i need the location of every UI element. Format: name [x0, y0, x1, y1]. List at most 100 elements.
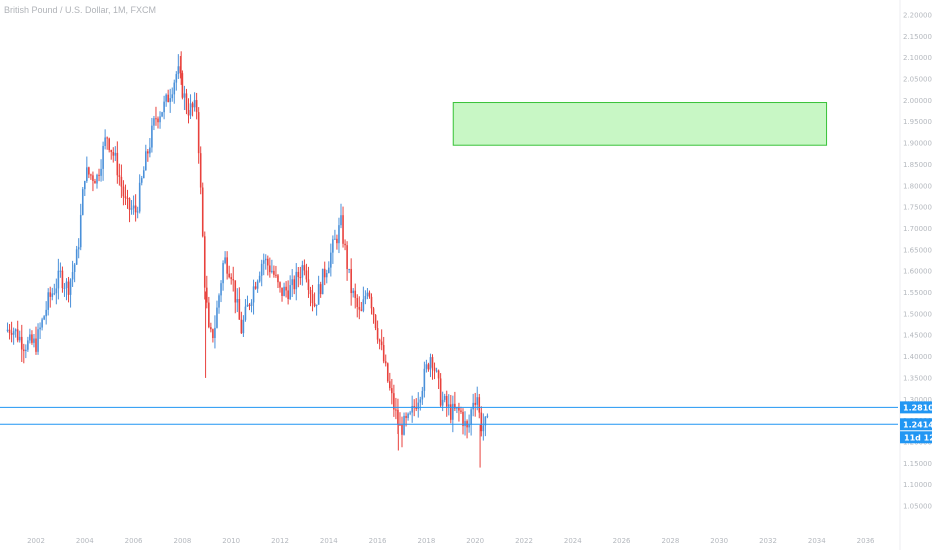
- candle: [472, 393, 474, 417]
- candle: [275, 265, 277, 278]
- candlestick-series: [6, 51, 489, 468]
- candle: [360, 301, 363, 312]
- candle: [155, 106, 157, 126]
- candle: [283, 282, 285, 297]
- price-tick-label: 2.05000: [903, 76, 932, 84]
- symbol-title: British Pound / U.S. Dollar, 1M, FXCM: [4, 5, 157, 15]
- candle: [86, 156, 88, 183]
- candle: [175, 71, 178, 91]
- candle: [401, 416, 403, 448]
- candle: [311, 284, 314, 312]
- candle: [45, 301, 47, 325]
- candle: [391, 378, 393, 405]
- candle: [334, 229, 336, 240]
- candle: [417, 392, 420, 418]
- candle: [201, 182, 204, 238]
- price-tick-label: 1.05000: [903, 503, 932, 511]
- candle: [210, 322, 212, 333]
- candle: [374, 314, 377, 331]
- candle: [386, 362, 389, 383]
- candle: [372, 306, 375, 324]
- candle: [431, 354, 434, 380]
- candle: [264, 254, 267, 270]
- candle: [364, 290, 367, 305]
- candle: [242, 315, 245, 338]
- price-tick-label: 1.60000: [903, 268, 932, 276]
- time-tick-label: 2018: [417, 537, 435, 545]
- candle: [53, 283, 56, 296]
- candle: [171, 87, 174, 102]
- candle: [151, 117, 153, 153]
- candle: [124, 184, 127, 206]
- candle: [325, 269, 328, 284]
- candle: [354, 283, 357, 309]
- candle: [12, 327, 15, 345]
- candle: [92, 171, 94, 192]
- candle: [183, 85, 186, 111]
- candle: [106, 136, 108, 150]
- candle: [395, 397, 397, 420]
- candle: [429, 353, 432, 378]
- price-tick-label: 1.15000: [903, 460, 932, 468]
- candle: [240, 311, 243, 334]
- candle: [315, 304, 318, 316]
- candle: [454, 391, 456, 412]
- candle: [356, 294, 359, 318]
- candle: [104, 129, 106, 150]
- candle: [84, 180, 86, 197]
- candle: [35, 326, 37, 355]
- candle: [149, 138, 151, 158]
- time-tick-label: 2020: [466, 537, 484, 545]
- candle: [380, 329, 383, 351]
- candle: [273, 265, 275, 278]
- countdown-text: 11d 12h: [904, 433, 932, 442]
- candle: [435, 367, 438, 373]
- time-axis[interactable]: 2002 2004 2006 2008 2010 2012 2014 2016 2018 2020…: [27, 537, 875, 545]
- candle: [319, 281, 322, 298]
- candle: [445, 390, 448, 417]
- price-label-badge: [900, 418, 932, 431]
- horizontal-lines[interactable]: [0, 406, 898, 425]
- candle: [447, 394, 450, 416]
- price-tick-label: 1.40000: [903, 353, 932, 361]
- candle: [108, 137, 110, 153]
- candle: [88, 166, 90, 179]
- candle: [293, 275, 296, 295]
- candle: [153, 115, 155, 131]
- candle: [456, 406, 458, 414]
- candle: [464, 411, 466, 436]
- candle: [415, 398, 418, 412]
- candle: [134, 194, 137, 222]
- candle: [77, 238, 80, 259]
- candle: [382, 336, 385, 364]
- candle: [384, 354, 387, 367]
- candle: [69, 278, 72, 308]
- candle: [328, 261, 330, 274]
- candle: [258, 271, 261, 283]
- time-tick-label: 2036: [857, 537, 875, 545]
- candle: [399, 412, 401, 426]
- candle: [281, 287, 283, 302]
- candle: [63, 282, 66, 297]
- candle: [47, 288, 49, 316]
- candle: [224, 251, 226, 265]
- target-zone-rectangle[interactable]: [452, 102, 828, 146]
- candle: [10, 321, 13, 343]
- candle: [232, 266, 235, 292]
- candle: [317, 275, 320, 305]
- candle: [291, 269, 293, 298]
- price-tick-label: 1.85000: [903, 161, 932, 169]
- candle: [452, 395, 454, 433]
- candle: [458, 402, 460, 422]
- time-tick-label: 2014: [320, 537, 338, 545]
- price-axis[interactable]: 2.20000 2.15000 2.10000 2.05000 2.00000 1.950…: [903, 12, 932, 511]
- candle: [14, 328, 17, 338]
- time-tick-label: 2030: [710, 537, 728, 545]
- candle: [173, 79, 176, 104]
- time-tick-label: 2002: [27, 537, 45, 545]
- candle: [427, 362, 430, 372]
- price-tick-label: 2.15000: [903, 33, 932, 41]
- time-tick-label: 2012: [271, 537, 289, 545]
- candle: [140, 175, 143, 186]
